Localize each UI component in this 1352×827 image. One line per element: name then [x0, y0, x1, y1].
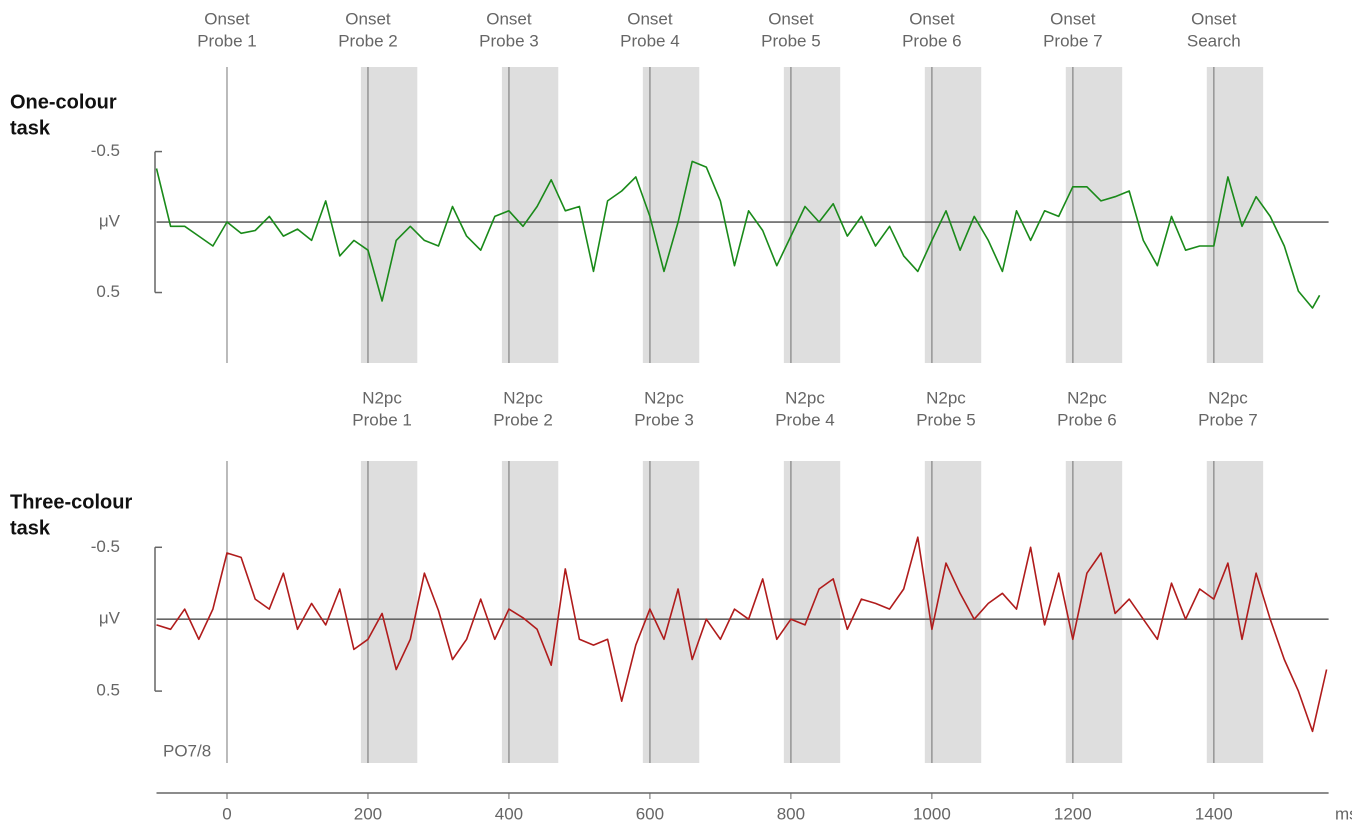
annotation: Probe 1	[197, 31, 257, 50]
annotation: N2pc	[1067, 388, 1107, 407]
x-axis-label: ms	[1335, 804, 1352, 823]
x-tick-label: 600	[636, 804, 664, 823]
shaded-window	[501, 461, 559, 763]
annotation: Probe 7	[1043, 31, 1103, 50]
shaded-window	[1065, 461, 1123, 763]
annotation: N2pc	[644, 388, 684, 407]
annotation: Probe 2	[338, 31, 398, 50]
shaded-window	[642, 67, 700, 363]
x-tick-label: 200	[354, 804, 382, 823]
y-tick-label: μV	[99, 212, 121, 231]
annotation: Probe 5	[916, 410, 976, 429]
annotation: Onset	[627, 9, 673, 28]
annotation: Probe 6	[1057, 410, 1117, 429]
y-tick-label: -0.5	[91, 537, 120, 556]
annotation: Probe 3	[479, 31, 539, 50]
annotation: N2pc	[1208, 388, 1248, 407]
x-tick-label: 1000	[913, 804, 951, 823]
annotation: Probe 4	[620, 31, 680, 50]
annotation: Search	[1187, 31, 1241, 50]
shaded-window	[360, 461, 418, 763]
annotation: N2pc	[926, 388, 966, 407]
annotation: Probe 4	[775, 410, 835, 429]
y-tick-label: -0.5	[91, 141, 120, 160]
waveform	[155, 160, 1321, 309]
annotation: N2pc	[503, 388, 543, 407]
x-tick-label: 400	[495, 804, 523, 823]
annotation: Onset	[768, 9, 814, 28]
waveform	[156, 536, 1328, 733]
annotation: Probe 2	[493, 410, 553, 429]
annotation: Onset	[486, 9, 532, 28]
panel-title: Three-colour	[10, 491, 132, 513]
shaded-window	[1065, 67, 1123, 363]
shaded-window	[924, 67, 982, 363]
annotation: Onset	[909, 9, 955, 28]
annotation: N2pc	[785, 388, 825, 407]
y-tick-label: 0.5	[96, 681, 120, 700]
annotation: Onset	[1050, 9, 1096, 28]
shaded-window	[1206, 461, 1264, 763]
panel-title: task	[10, 117, 51, 139]
annotation: Probe 6	[902, 31, 962, 50]
y-tick-label: 0.5	[96, 282, 120, 301]
annotation: Onset	[1191, 9, 1237, 28]
x-tick-label: 1400	[1195, 804, 1233, 823]
annotation: Probe 1	[352, 410, 412, 429]
annotation: Probe 7	[1198, 410, 1258, 429]
panel-title: task	[10, 517, 51, 539]
y-tick-label: μV	[99, 609, 121, 628]
panel-title: One-colour	[10, 91, 117, 113]
x-tick-label: 1200	[1054, 804, 1092, 823]
x-tick-label: 0	[222, 804, 231, 823]
shaded-window	[360, 67, 418, 363]
shaded-window	[924, 461, 982, 763]
annotation: Probe 5	[761, 31, 821, 50]
x-tick-label: 800	[777, 804, 805, 823]
shaded-window	[1206, 67, 1264, 363]
annotation: N2pc	[362, 388, 402, 407]
electrode-label: PO7/8	[163, 741, 211, 760]
shaded-window	[783, 461, 841, 763]
annotation: Onset	[345, 9, 391, 28]
annotation: Onset	[204, 9, 250, 28]
annotation: Probe 3	[634, 410, 694, 429]
